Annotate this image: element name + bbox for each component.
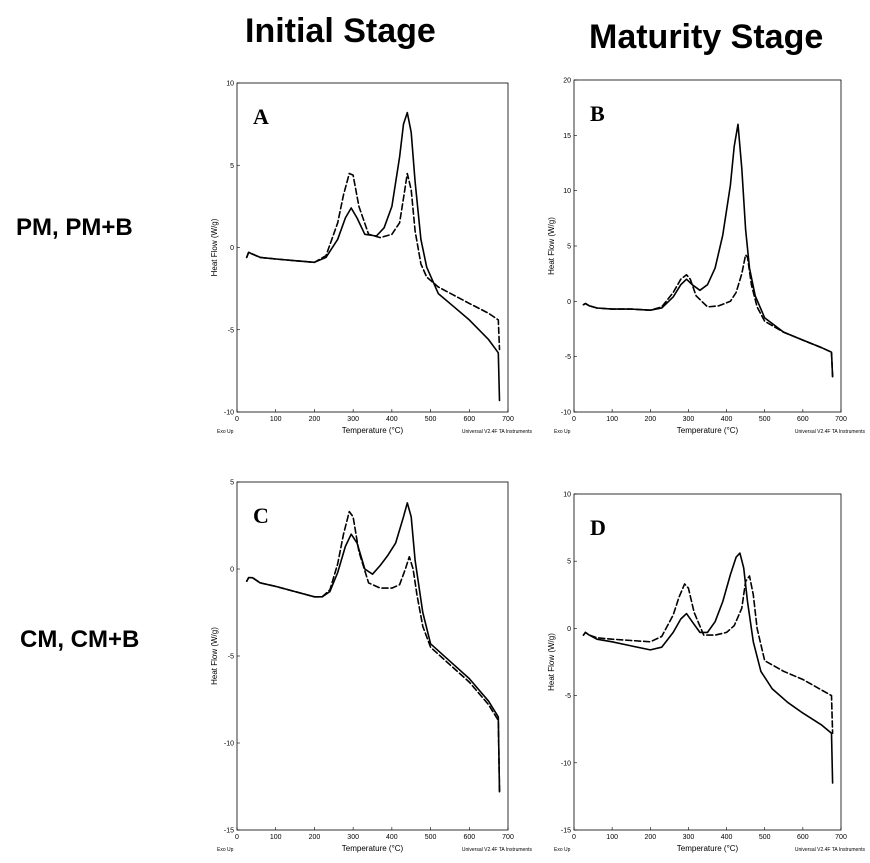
y-tick-label: 20 bbox=[563, 78, 571, 85]
x-tick-label: 100 bbox=[606, 834, 618, 841]
x-tick-label: 500 bbox=[759, 416, 771, 423]
y-tick-label: -5 bbox=[565, 354, 571, 361]
x-tick-label: 300 bbox=[347, 834, 359, 841]
x-tick-label: 100 bbox=[270, 834, 282, 841]
series-line-dashed bbox=[582, 575, 834, 734]
x-tick-label: 500 bbox=[759, 834, 771, 841]
x-tick-label: 0 bbox=[235, 834, 239, 841]
x-tick-label: 200 bbox=[644, 834, 656, 841]
footer-exo-up: Exo Up bbox=[217, 429, 234, 435]
plot-frame bbox=[236, 481, 509, 831]
x-tick-label: 0 bbox=[235, 416, 239, 423]
x-tick-label: 100 bbox=[270, 416, 282, 423]
x-tick-label: 300 bbox=[683, 416, 695, 423]
x-tick-label: 500 bbox=[425, 416, 437, 423]
y-tick-label: -10 bbox=[224, 410, 234, 417]
x-tick-label: 300 bbox=[683, 834, 695, 841]
y-tick-label: 0 bbox=[567, 626, 571, 633]
panel-C: 0 100 200 300 400 500 600 700 -15 -10 -5 0 5 Temperat… bbox=[210, 480, 532, 854]
y-tick-label: 0 bbox=[230, 567, 234, 574]
series-line-solid bbox=[582, 552, 834, 784]
x-tick-label: 300 bbox=[347, 416, 359, 423]
x-tick-label: 500 bbox=[425, 834, 437, 841]
series-line-dashed bbox=[245, 172, 501, 351]
y-tick-label: -5 bbox=[228, 654, 234, 661]
x-axis-label: Temperature (°C) bbox=[677, 844, 739, 853]
y-tick-label: 0 bbox=[567, 299, 571, 306]
y-axis-label: Heat Flow (W/g) bbox=[547, 217, 556, 275]
series-line-dashed bbox=[245, 510, 501, 793]
column-title-maturity: Maturity Stage bbox=[589, 18, 824, 56]
y-tick-label: 0 bbox=[230, 245, 234, 252]
x-tick-label: 0 bbox=[572, 834, 576, 841]
x-tick-label: 400 bbox=[386, 416, 398, 423]
footer-exo-up: Exo Up bbox=[554, 429, 571, 435]
x-tick-label: 200 bbox=[644, 416, 656, 423]
row-label-pm: PM, PM+B bbox=[16, 214, 133, 241]
y-axis-label: Heat Flow (W/g) bbox=[210, 627, 219, 685]
panel-letter: B bbox=[590, 101, 605, 126]
y-tick-label: 10 bbox=[226, 81, 234, 88]
y-tick-label: -15 bbox=[224, 828, 234, 835]
x-tick-label: 400 bbox=[386, 834, 398, 841]
footer-instrument: Universal V2.4F TA Instruments bbox=[462, 847, 533, 853]
panel-D: 0 100 200 300 400 500 600 700 -15 -10 -5 0 5 10 Temper… bbox=[547, 492, 865, 854]
x-tick-label: 700 bbox=[835, 416, 847, 423]
plot-frame bbox=[573, 79, 842, 413]
y-tick-label: -10 bbox=[561, 760, 571, 767]
y-tick-label: 10 bbox=[563, 188, 571, 195]
footer-exo-up: Exo Up bbox=[217, 847, 234, 853]
panel-letter: D bbox=[590, 515, 606, 540]
y-tick-label: 10 bbox=[563, 492, 571, 499]
column-title-initial: Initial Stage bbox=[245, 12, 436, 50]
y-tick-label: -15 bbox=[561, 828, 571, 835]
x-tick-label: 400 bbox=[721, 416, 733, 423]
x-tick-label: 600 bbox=[463, 834, 475, 841]
x-axis-label: Temperature (°C) bbox=[342, 426, 404, 435]
x-tick-label: 600 bbox=[797, 416, 809, 423]
x-tick-label: 200 bbox=[309, 834, 321, 841]
panel-letter: C bbox=[253, 503, 269, 528]
y-tick-label: -10 bbox=[561, 410, 571, 417]
footer-instrument: Universal V2.4F TA Instruments bbox=[795, 429, 866, 435]
y-tick-label: -10 bbox=[224, 741, 234, 748]
y-axis-label: Heat Flow (W/g) bbox=[210, 218, 219, 276]
footer-instrument: Universal V2.4F TA Instruments bbox=[462, 429, 533, 435]
y-tick-label: 5 bbox=[230, 163, 234, 170]
x-tick-label: 600 bbox=[463, 416, 475, 423]
y-axis-label: Heat Flow (W/g) bbox=[547, 633, 556, 691]
plot-frame bbox=[236, 82, 509, 413]
x-tick-label: 700 bbox=[835, 834, 847, 841]
x-axis-label: Temperature (°C) bbox=[342, 844, 404, 853]
x-tick-label: 700 bbox=[502, 416, 514, 423]
row-label-cm: CM, CM+B bbox=[20, 626, 140, 653]
series-line-solid bbox=[582, 123, 834, 378]
panel-A: 0 100 200 300 400 500 600 700 -10 -5 0 5 10 Temperatu… bbox=[210, 81, 532, 436]
plot-frame bbox=[573, 493, 842, 831]
series-line-solid bbox=[245, 502, 501, 793]
y-tick-label: 15 bbox=[563, 133, 571, 140]
x-tick-label: 600 bbox=[797, 834, 809, 841]
x-tick-label: 400 bbox=[721, 834, 733, 841]
footer-exo-up: Exo Up bbox=[554, 847, 571, 853]
panel-B: 0 100 200 300 400 500 600 700 -10 -5 0 5 10 15 20 Tempe… bbox=[547, 78, 865, 436]
panel-letter: A bbox=[253, 104, 269, 129]
footer-instrument: Universal V2.4F TA Instruments bbox=[795, 847, 866, 853]
x-axis-label: Temperature (°C) bbox=[677, 426, 739, 435]
x-tick-label: 700 bbox=[502, 834, 514, 841]
series-line-solid bbox=[245, 111, 501, 402]
x-tick-label: 200 bbox=[309, 416, 321, 423]
y-tick-label: -5 bbox=[228, 327, 234, 334]
y-tick-label: -5 bbox=[565, 693, 571, 700]
series-line-dashed bbox=[582, 254, 834, 378]
x-tick-label: 100 bbox=[606, 416, 618, 423]
y-tick-label: 5 bbox=[567, 244, 571, 251]
x-tick-label: 0 bbox=[572, 416, 576, 423]
y-tick-label: 5 bbox=[567, 559, 571, 566]
y-tick-label: 5 bbox=[230, 480, 234, 487]
